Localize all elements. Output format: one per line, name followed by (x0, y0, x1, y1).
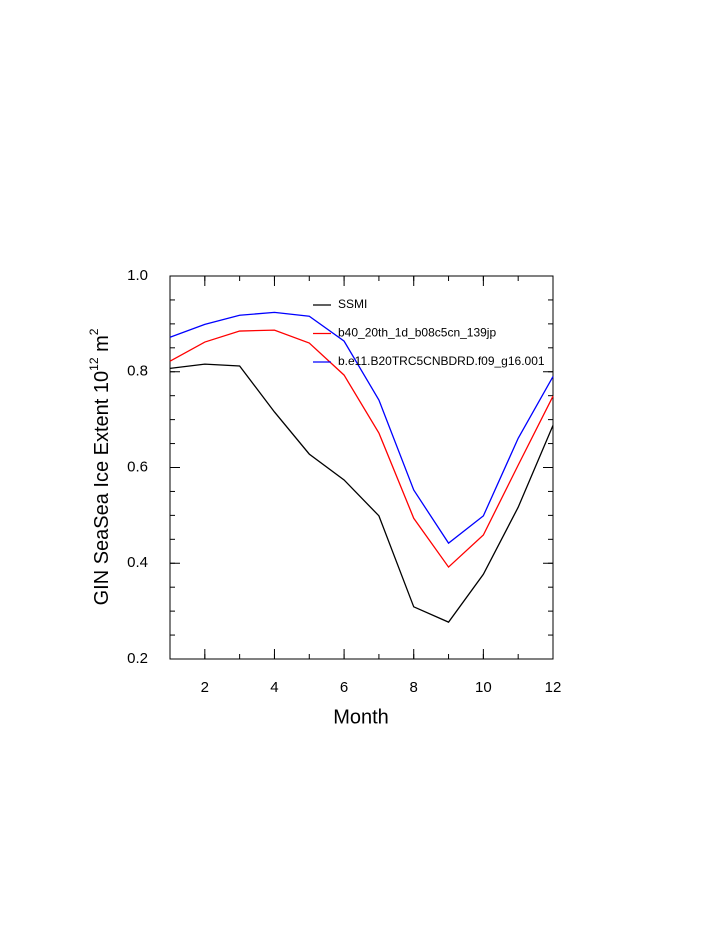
y-tick-label: 0.4 (127, 554, 148, 571)
y-axis-title: GIN SeaSea Ice Extent 1012 m2 (87, 328, 113, 605)
x-axis-title: Month (333, 706, 389, 728)
x-tick-label: 10 (475, 679, 492, 696)
x-tick-label: 8 (410, 679, 418, 696)
y-tick-label: 0.6 (127, 458, 148, 475)
series-line (169, 311, 554, 545)
y-tick-label: 0.2 (127, 650, 148, 667)
series-line (169, 329, 554, 569)
x-tick-label: 2 (201, 679, 209, 696)
y-axis-title-unit: m (91, 335, 113, 357)
legend-label: b40_20th_1d_b08c5cn_139jp (338, 326, 496, 340)
x-tick-label: 4 (270, 679, 278, 696)
x-tick-label: 12 (545, 679, 562, 696)
y-tick-label: 0.8 (127, 363, 148, 380)
y-axis-title-text: GIN SeaSea Ice Extent 10 (91, 371, 113, 606)
x-tick-label: 6 (340, 679, 348, 696)
legend-label: SSMI (338, 297, 367, 311)
series-line (169, 363, 554, 623)
y-axis-title-unit-exponent: 2 (87, 328, 101, 335)
y-axis-title-exponent: 12 (87, 357, 101, 371)
y-tick-label: 1.0 (127, 267, 148, 284)
legend-label: b.e11.B20TRC5CNBDRD.f09_g16.001 (338, 354, 545, 368)
